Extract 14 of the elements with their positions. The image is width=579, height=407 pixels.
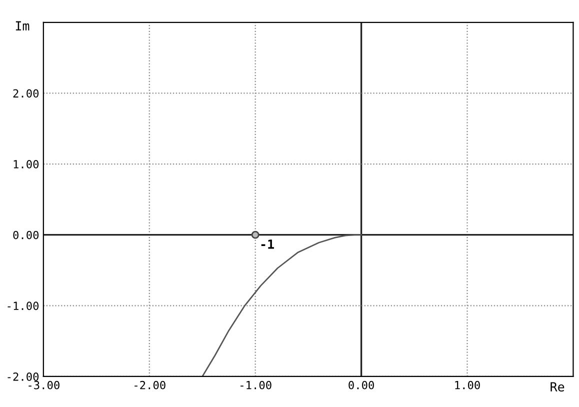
x-tick-label: -3.00 bbox=[28, 380, 60, 390]
y-tick-label: 1.00 bbox=[14, 160, 39, 168]
y-axis-title: Im bbox=[16, 21, 30, 30]
y-tick-label: -1.00 bbox=[8, 302, 39, 310]
x-tick-label: -1.00 bbox=[240, 380, 272, 390]
y-tick-label: 0.00 bbox=[13, 230, 39, 240]
x-tick-label: 1.00 bbox=[455, 380, 480, 390]
annotation: -1 bbox=[261, 240, 274, 249]
line-series bbox=[202, 234, 362, 376]
x-tick-label: 0.00 bbox=[348, 380, 374, 390]
y-tick-label: -2.00 bbox=[8, 372, 39, 381]
x-axis-title: Re bbox=[550, 382, 564, 392]
y-tick-label: 2.00 bbox=[13, 89, 39, 98]
x-tick-label: -2.00 bbox=[134, 380, 166, 390]
